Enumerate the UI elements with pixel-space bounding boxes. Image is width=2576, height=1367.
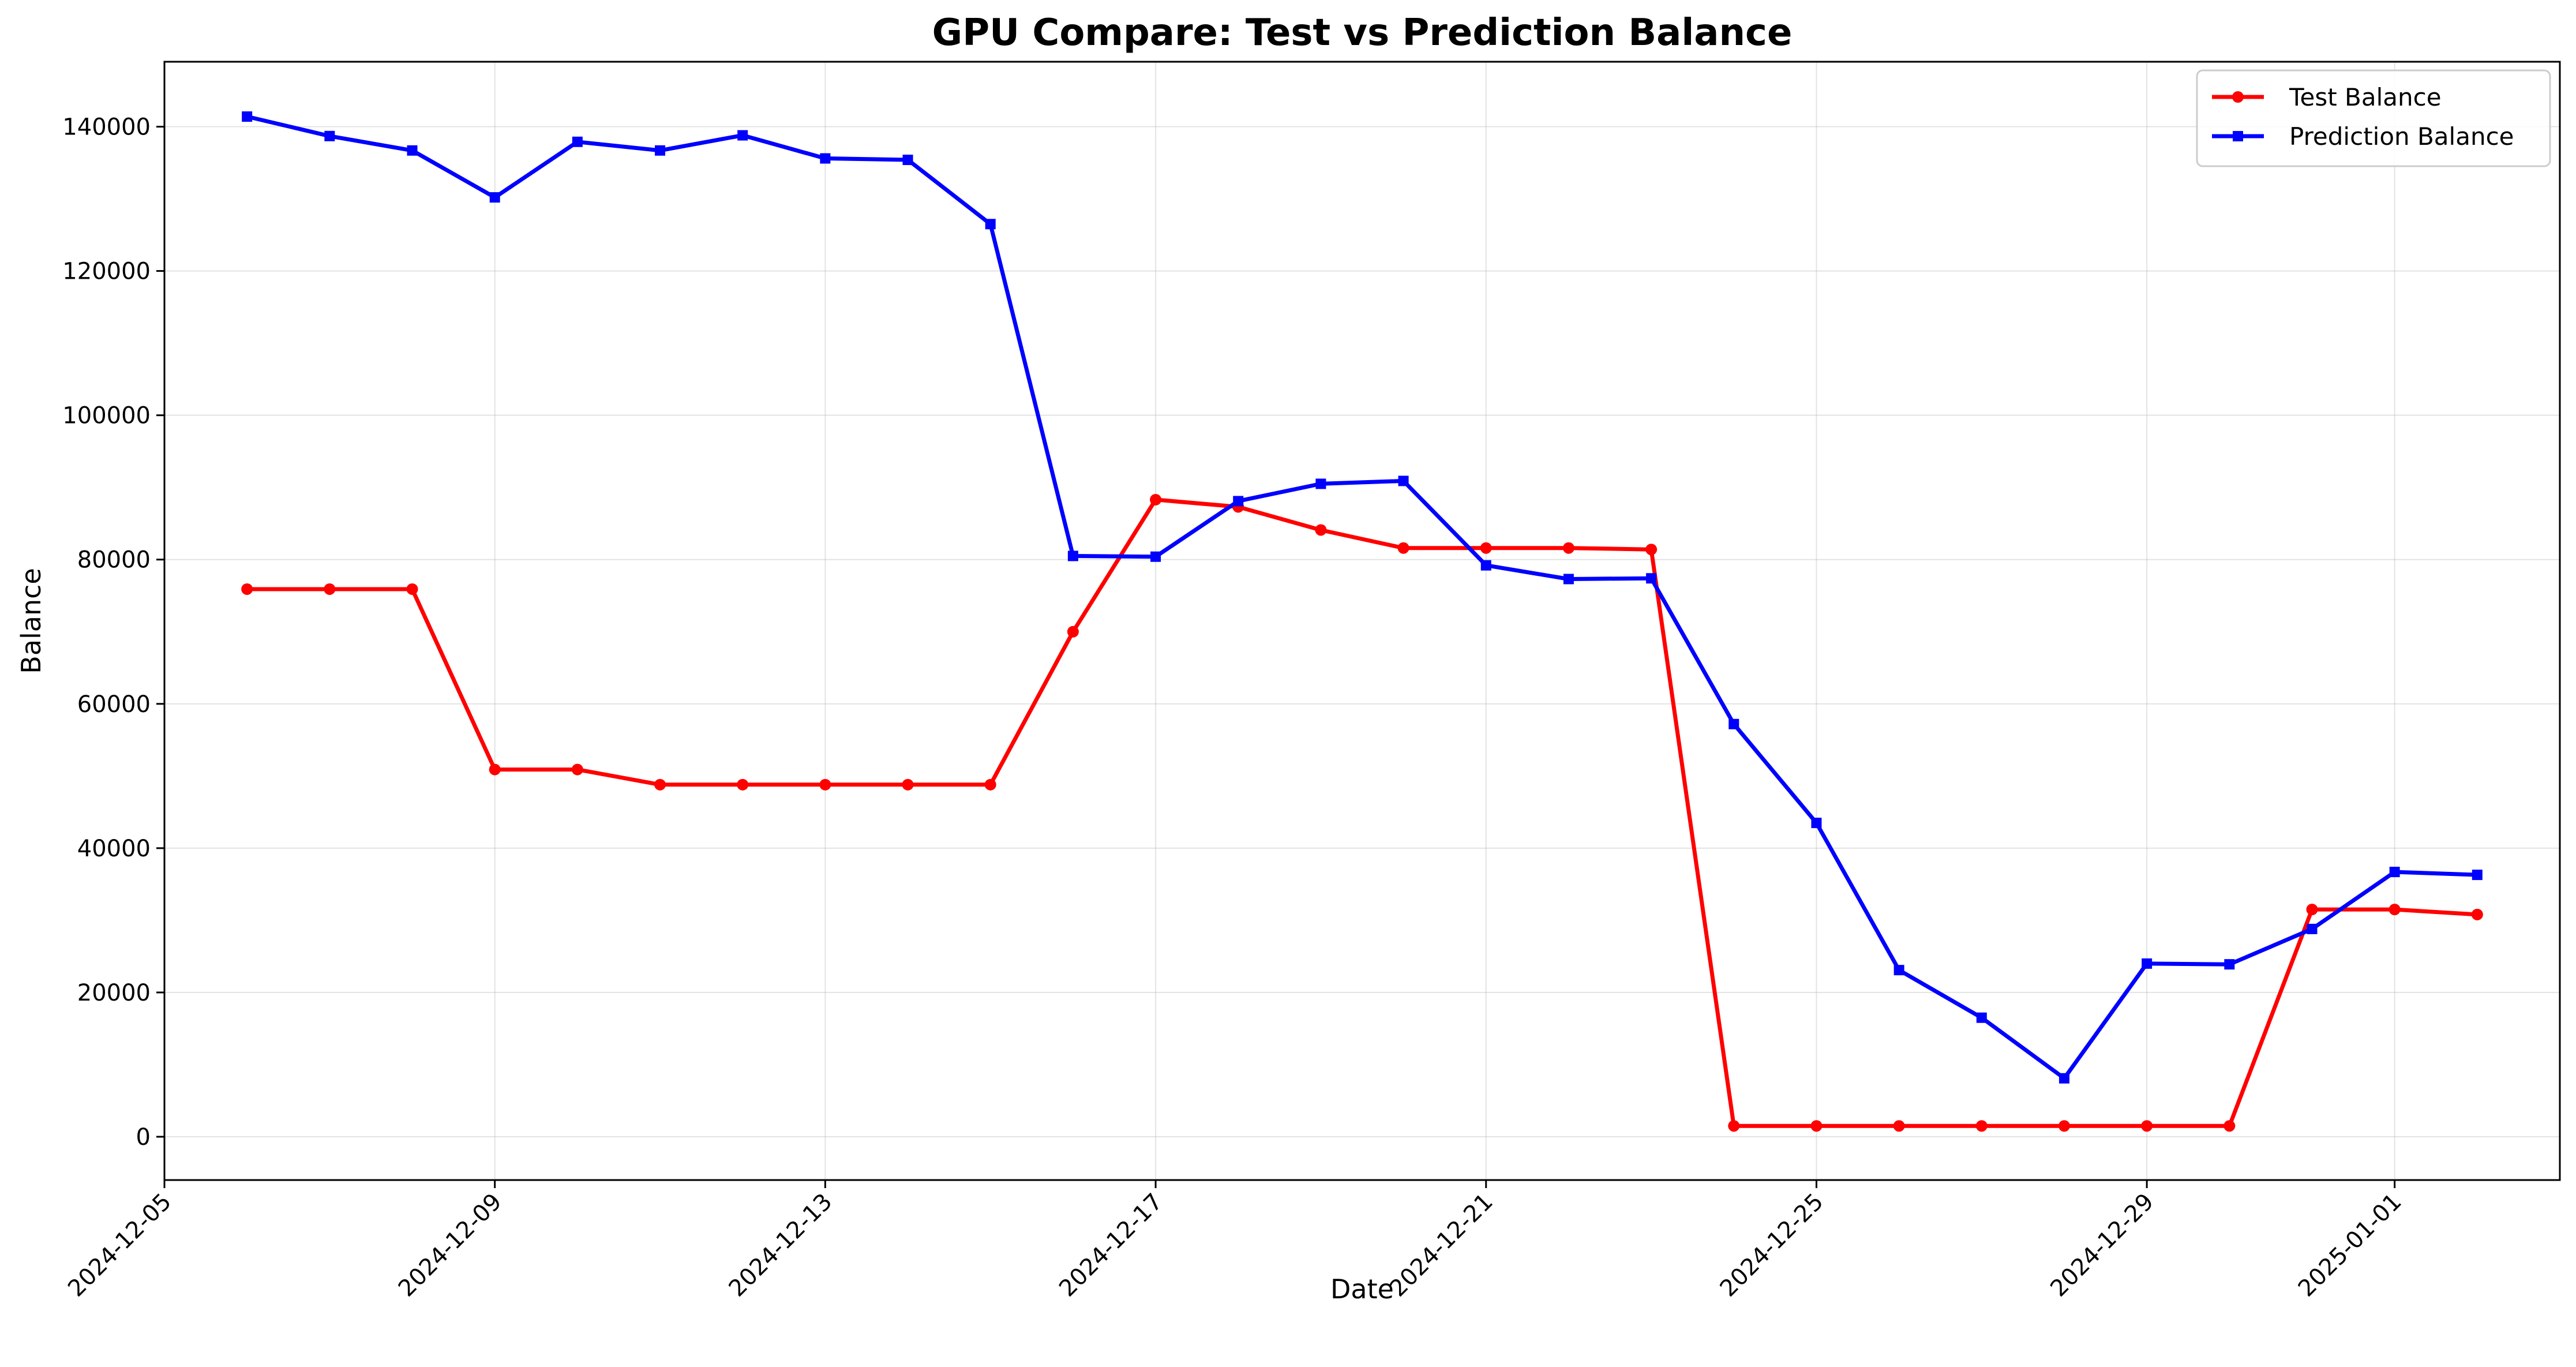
data-point (655, 145, 666, 156)
data-point (1728, 718, 1739, 729)
data-point (1397, 542, 1409, 554)
legend-marker (2232, 91, 2244, 103)
data-point (1562, 542, 1574, 554)
data-point (1893, 1120, 1905, 1132)
data-point (1646, 573, 1657, 584)
legend-marker (2233, 131, 2243, 141)
data-point (1976, 1012, 1987, 1023)
data-point (1811, 818, 1822, 829)
data-point (2388, 904, 2401, 916)
data-point (572, 136, 583, 147)
data-point (407, 145, 418, 156)
data-point (1150, 551, 1161, 562)
data-point (2223, 1120, 2236, 1132)
data-point (984, 778, 996, 791)
data-point (1563, 574, 1574, 585)
grid (164, 62, 2560, 1180)
data-point (241, 583, 253, 595)
y-tick-label: 120000 (62, 259, 151, 285)
data-point (1315, 524, 1327, 536)
data-point (1150, 493, 1162, 505)
series-line (245, 114, 2480, 1081)
data-point (1975, 1120, 1988, 1132)
data-point (2142, 958, 2153, 969)
data-point (2389, 867, 2400, 878)
data-point (654, 778, 666, 791)
data-point (2058, 1120, 2070, 1132)
y-tick-label: 140000 (62, 114, 151, 141)
x-axis-label: Date (1330, 1274, 1394, 1305)
series-line (245, 497, 2480, 1128)
data-point (2141, 1120, 2153, 1132)
data-point (1315, 478, 1326, 489)
data-point (489, 763, 501, 776)
data-point (2306, 904, 2318, 916)
data-point (324, 130, 335, 141)
data-point (571, 763, 583, 776)
y-tick-label: 20000 (77, 980, 151, 1006)
data-point (1233, 496, 1244, 507)
y-tick-label: 40000 (77, 836, 151, 862)
series-1 (242, 111, 2483, 1084)
legend-label: Test Balance (2289, 83, 2442, 111)
data-point (1645, 544, 1658, 556)
data-point (2224, 959, 2235, 970)
data-point (2307, 923, 2318, 934)
data-point (1728, 1120, 1740, 1132)
data-point (489, 192, 500, 203)
y-tick-label: 80000 (77, 547, 151, 574)
data-point (737, 130, 748, 141)
data-point (902, 778, 914, 791)
data-point (406, 583, 418, 595)
data-point (819, 778, 831, 791)
data-point (2058, 1073, 2069, 1084)
data-point (1480, 542, 1492, 554)
data-point (242, 111, 253, 122)
legend-box (2196, 69, 2551, 167)
legend-label: Prediction Balance (2289, 122, 2514, 151)
data-point (1067, 626, 1079, 638)
data-point (737, 778, 749, 791)
data-point (1067, 550, 1078, 561)
y-tick-label: 100000 (62, 403, 151, 429)
data-point (902, 155, 913, 166)
y-tick-label: 0 (136, 1124, 151, 1151)
data-point (324, 583, 336, 595)
y-axis-label: Balance (16, 568, 47, 673)
data-point (1810, 1120, 1823, 1132)
chart-title: GPU Compare: Test vs Prediction Balance (932, 12, 1793, 54)
y-tick-label: 60000 (77, 691, 151, 718)
series-layer (241, 111, 2483, 1132)
data-point (1480, 560, 1491, 571)
data-point (1398, 475, 1409, 486)
data-point (820, 153, 831, 164)
plot-frame (163, 61, 2561, 1181)
data-point (1893, 965, 1904, 976)
data-point (985, 219, 996, 230)
data-point (2472, 870, 2483, 881)
legend: Test Balance Prediction Balance (2196, 69, 2551, 167)
data-point (2471, 908, 2483, 920)
